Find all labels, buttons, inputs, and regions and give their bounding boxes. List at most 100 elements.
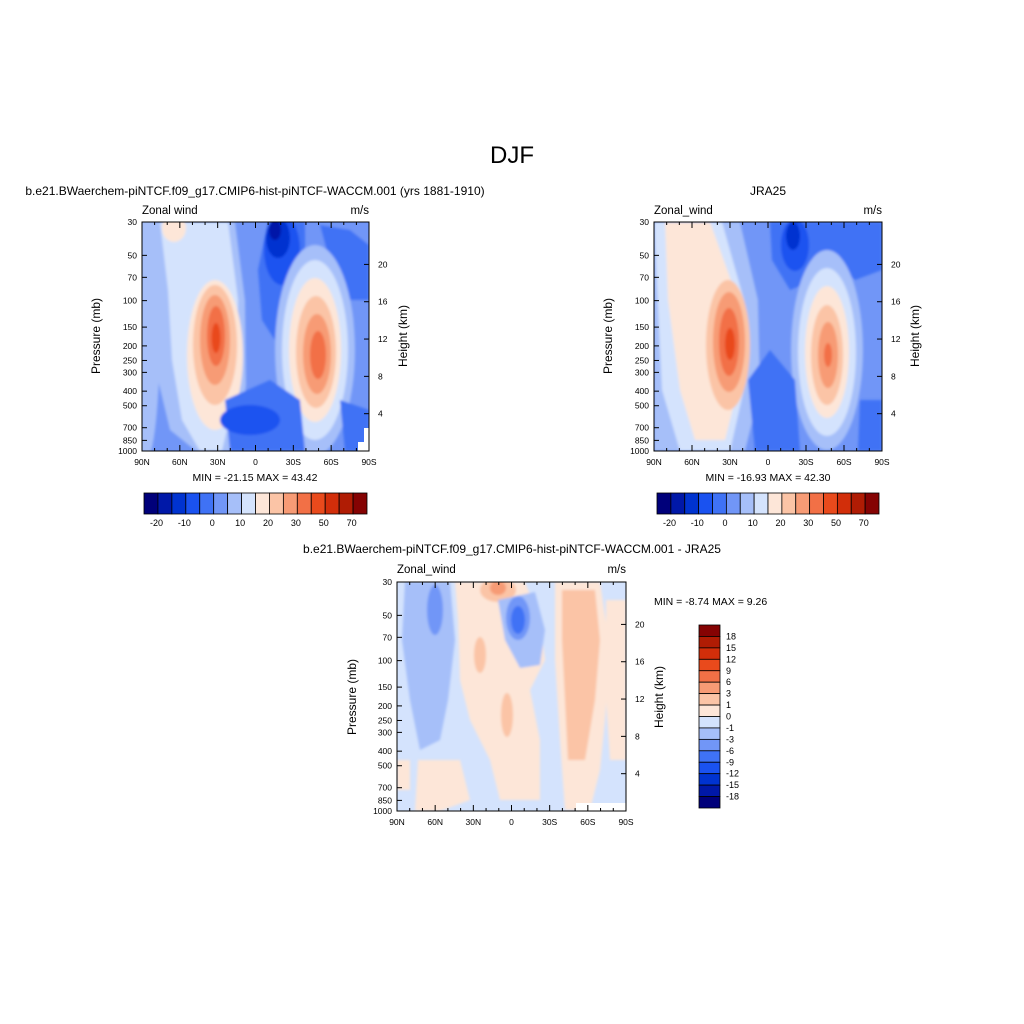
panel-reanalysis-xtick-label: 60S (836, 457, 851, 467)
panel-difference-y2tick-label: 8 (635, 731, 640, 741)
panel-reanalysis-colorbar-box (864, 492, 880, 515)
panel-model-xtick-label: 60S (324, 457, 339, 467)
panel-model-units: m/s (350, 205, 369, 217)
panel-reanalysis-colorbar-label: 30 (803, 518, 813, 528)
panel-reanalysis: JRA25 Zonal_wind m/s (601, 184, 922, 528)
panel-model-y2tick-label: 16 (378, 297, 388, 307)
panel-reanalysis-colorbar-box (767, 492, 783, 515)
panel-model-colorbar-box (213, 492, 229, 515)
panel-model-ytick-label: 500 (123, 401, 137, 411)
panel-difference-colorbar-box (698, 784, 721, 797)
panel-reanalysis-colorbar-box (684, 492, 700, 515)
panel-model-xtick-label: 90S (361, 457, 376, 467)
panel-model-ytick-label: 250 (123, 355, 137, 365)
panel-difference-colorbar-label: 18 (726, 631, 736, 641)
panel-difference-ytick-label: 500 (378, 761, 392, 771)
panel-difference-plot-area (397, 582, 626, 811)
panel-model-colorbar-label: 0 (210, 518, 215, 528)
panel-model-y2tick-label: 4 (378, 409, 383, 419)
panel-difference-ytick-label: 300 (378, 727, 392, 737)
panel-reanalysis-colorbar-box (725, 492, 741, 515)
panel-reanalysis-ytick-label: 300 (635, 367, 649, 377)
panel-reanalysis-colorbar-box (656, 492, 672, 515)
panel-model-colorbar-box (241, 492, 256, 515)
panel-reanalysis-colorbar-label: 50 (831, 518, 841, 528)
panel-difference-units: m/s (607, 564, 626, 576)
panel-reanalysis-plot-area (654, 222, 882, 451)
panel-difference-colorbar-label: 3 (726, 689, 731, 699)
panel-difference-colorbar-box (698, 647, 721, 660)
panel-difference-colorbar-box (698, 658, 721, 672)
panel-difference-ytick-label: 250 (378, 715, 392, 725)
panel-reanalysis-ytick-label: 700 (635, 423, 649, 433)
panel-reanalysis-ytick-label: 850 (635, 435, 649, 445)
panel-reanalysis-ytick-label: 150 (635, 322, 649, 332)
panel-model-colorbar-label: -10 (178, 518, 191, 528)
panel-reanalysis-ytick-label: 400 (635, 386, 649, 396)
panel-difference-ytick-label: 200 (378, 701, 392, 711)
panel-difference-colorbar-box (698, 738, 721, 752)
panel-difference-xtick-label: 90N (389, 817, 405, 827)
panel-difference-ytick-label: 1000 (373, 806, 392, 816)
panel-difference-colorbar-box (698, 636, 721, 649)
panel-difference-xtick-label: 60N (427, 817, 443, 827)
panel-reanalysis-title: JRA25 (750, 184, 786, 198)
panel-difference-colorbar-label: 12 (726, 654, 736, 664)
panel-difference-ylabel: Pressure (mb) (345, 659, 359, 735)
panel-reanalysis-xtick-label: 0 (766, 457, 771, 467)
panel-difference-xtick-label: 0 (509, 817, 514, 827)
panel-difference-colorbar-label: -1 (726, 723, 734, 733)
panel-model-colorbar-box (324, 492, 340, 515)
panel-reanalysis-ytick-label: 1000 (630, 446, 649, 456)
panel-difference-xtick-label: 60S (580, 817, 595, 827)
panel-model-colorbar-label: 30 (291, 518, 301, 528)
panel-model-colorbar: -20 -10 0 10 20 30 50 70 (143, 492, 368, 528)
panel-model-ytick-label: 150 (123, 322, 137, 332)
panel-reanalysis-colorbar-box (712, 492, 727, 515)
panel-model-y2tick-label: 8 (378, 371, 383, 381)
panel-reanalysis-xtick-label: 30S (798, 457, 813, 467)
panel-difference-colorbar-box (698, 704, 721, 717)
panel-model-colorbar-box (352, 492, 368, 515)
panel-model-ytick-label: 70 (128, 272, 138, 282)
page-title: DJF (490, 142, 534, 169)
panel-difference-xtick-label: 30S (542, 817, 557, 827)
panel-difference-colorbar-box (698, 773, 721, 786)
panel-difference-stats: MIN = -8.74 MAX = 9.26 (654, 596, 767, 608)
panel-reanalysis-ytick-label: 100 (635, 296, 649, 306)
panel-model-ylabel: Pressure (mb) (89, 298, 103, 374)
panel-difference-axes: 305070100150200250300400500700850100090N… (373, 577, 645, 827)
panel-model-xtick-label: 90N (134, 457, 150, 467)
panel-model-ytick-label: 100 (123, 296, 137, 306)
panel-reanalysis-stats: MIN = -16.93 MAX = 42.30 (706, 472, 831, 484)
panel-reanalysis-ytick-label: 50 (640, 250, 650, 260)
panel-reanalysis-colorbar-label: 20 (775, 518, 785, 528)
panel-difference-colorbar-label: -3 (726, 734, 734, 744)
panel-reanalysis-y2tick-label: 8 (891, 371, 896, 381)
panel-difference-ytick-label: 150 (378, 682, 392, 692)
panel-reanalysis-xtick-label: 30N (722, 457, 738, 467)
panel-difference-colorbar-box (698, 681, 721, 695)
panel-reanalysis-colorbar-label: 0 (722, 518, 727, 528)
panel-reanalysis-colorbar-box (781, 492, 797, 515)
panel-difference-colorbar-label: -12 (726, 769, 739, 779)
panel-model-xtick-label: 60N (172, 457, 188, 467)
panel-model-ytick-label: 700 (123, 423, 137, 433)
panel-difference-ytick-label: 100 (378, 656, 392, 666)
panel-model-axes: 305070100150200250300400500700850100090N… (118, 217, 388, 467)
panel-reanalysis-colorbar-box (795, 492, 811, 515)
panel-reanalysis-y2tick-label: 16 (891, 297, 901, 307)
panel-difference-colorbar-box (698, 670, 721, 683)
panel-difference-ytick-label: 850 (378, 795, 392, 805)
panel-model-xtick-label: 30S (286, 457, 301, 467)
panel-model-ytick-label: 400 (123, 386, 137, 396)
panel-reanalysis-y2tick-label: 20 (891, 259, 901, 269)
panel-difference-y2tick-label: 4 (635, 769, 640, 779)
panel-difference-colorbar-label: 9 (726, 666, 731, 676)
panel-difference-colorbar-box (698, 761, 721, 775)
panel-model-colorbar-box (143, 492, 159, 515)
panel-model-colorbar-box (199, 492, 215, 515)
panel-reanalysis-units: m/s (863, 205, 882, 217)
panel-reanalysis-colorbar-label: -10 (691, 518, 704, 528)
